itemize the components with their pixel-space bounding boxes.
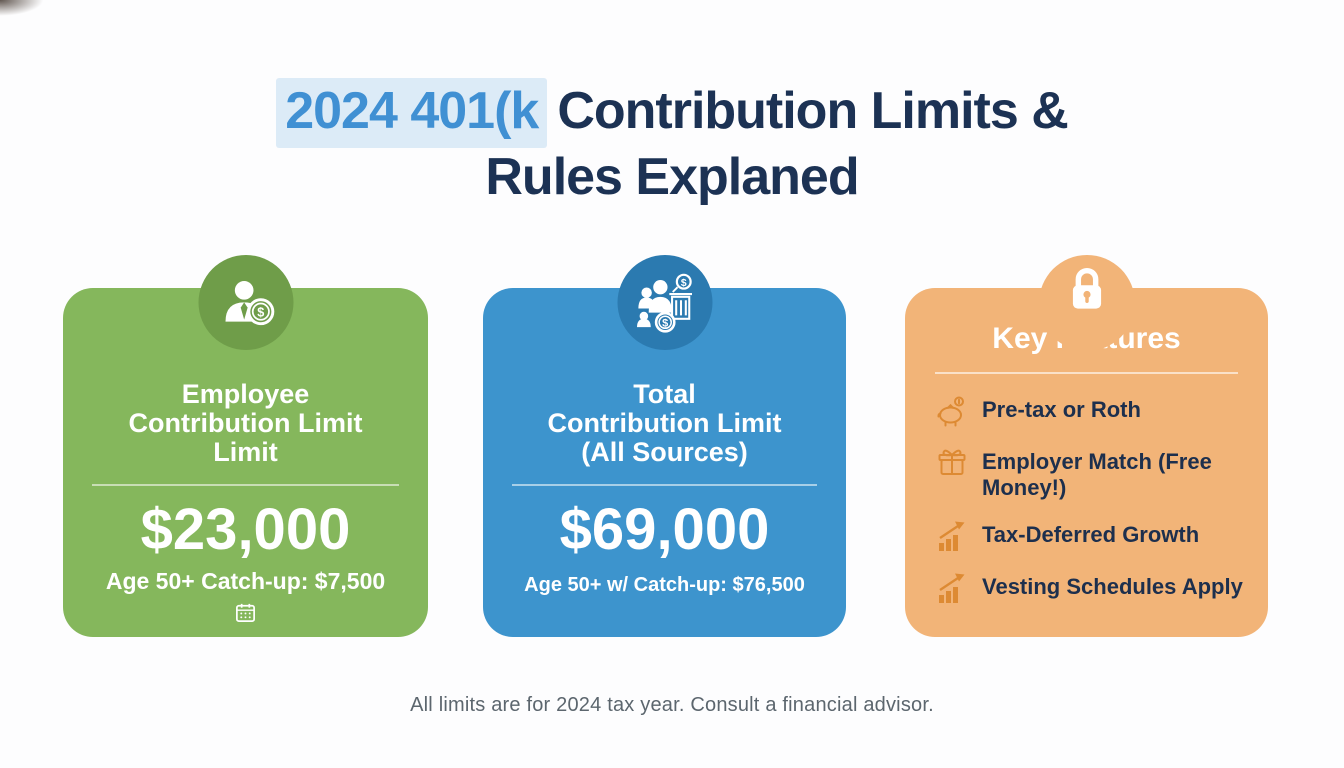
list-item: Pre-tax or Roth xyxy=(935,394,1244,428)
card-divider xyxy=(512,484,817,486)
employee-card-title: Employee Contribution Limit Limit xyxy=(63,380,428,467)
employee-title-line: Contribution Limit xyxy=(128,408,363,438)
group-bank-dollar-icon: $ $ xyxy=(617,255,712,350)
total-catchup-note: Age 50+ w/ Catch-up: $76,500 xyxy=(524,574,805,596)
employee-title-line: Employee xyxy=(181,379,310,409)
svg-text:$: $ xyxy=(662,317,668,329)
card-divider xyxy=(92,484,399,486)
svg-text:$: $ xyxy=(681,277,687,288)
list-item: Employer Match (Free Money!) xyxy=(935,446,1244,501)
total-title-line: Total xyxy=(633,379,696,409)
total-limit-card: $ $ Total Contribution Limit (All Source… xyxy=(483,255,846,637)
title-line-2: Rules Explaned xyxy=(485,148,859,206)
growth-chart-icon xyxy=(935,571,969,605)
gift-icon xyxy=(935,446,969,480)
employee-catchup-note: Age 50+ Catch-up: $7,500 xyxy=(105,568,386,594)
employee-title-line: Limit xyxy=(213,437,278,467)
total-title-line: (All Sources) xyxy=(581,437,748,467)
piggy-bank-icon xyxy=(935,394,969,428)
total-title-line: Contribution Limit xyxy=(547,408,782,438)
employee-limit-amount: $23,000 xyxy=(140,497,351,562)
feature-label: Employer Match (Free Money!) xyxy=(982,449,1212,500)
employee-dollar-icon: $ xyxy=(198,255,293,350)
total-card-title: Total Contribution Limit (All Sources) xyxy=(483,380,846,467)
corner-smudge xyxy=(0,0,64,24)
total-limit-amount: $69,000 xyxy=(559,497,770,562)
list-item: Vesting Schedules Apply xyxy=(935,571,1244,605)
calendar-icon xyxy=(63,601,428,629)
feature-label: Vesting Schedules Apply xyxy=(982,574,1243,599)
title-rest: Contribution Limits & xyxy=(557,82,1068,140)
feature-label: Tax-Deferred Growth xyxy=(982,522,1200,547)
disclaimer-text: All limits are for 2024 tax year. Consul… xyxy=(410,694,934,716)
key-features-card: Key Features xyxy=(905,255,1268,637)
list-item: Tax-Deferred Growth xyxy=(935,519,1244,553)
title-line-1: 2024 401(k Contribution Limits & xyxy=(0,78,1344,148)
card-divider xyxy=(935,372,1238,374)
svg-text:$: $ xyxy=(257,305,264,319)
growth-chart-icon xyxy=(935,519,969,553)
page-title: 2024 401(k Contribution Limits & Rules Ex… xyxy=(0,78,1344,210)
title-highlight: 2024 401(k xyxy=(276,78,548,148)
lock-icon xyxy=(1061,262,1113,319)
key-features-list: Pre-tax or Roth Employer Match (Free xyxy=(935,394,1244,605)
employee-limit-card: $ Employee Contribution Limit Limit $23,… xyxy=(63,255,428,637)
feature-label: Pre-tax or Roth xyxy=(982,397,1141,422)
